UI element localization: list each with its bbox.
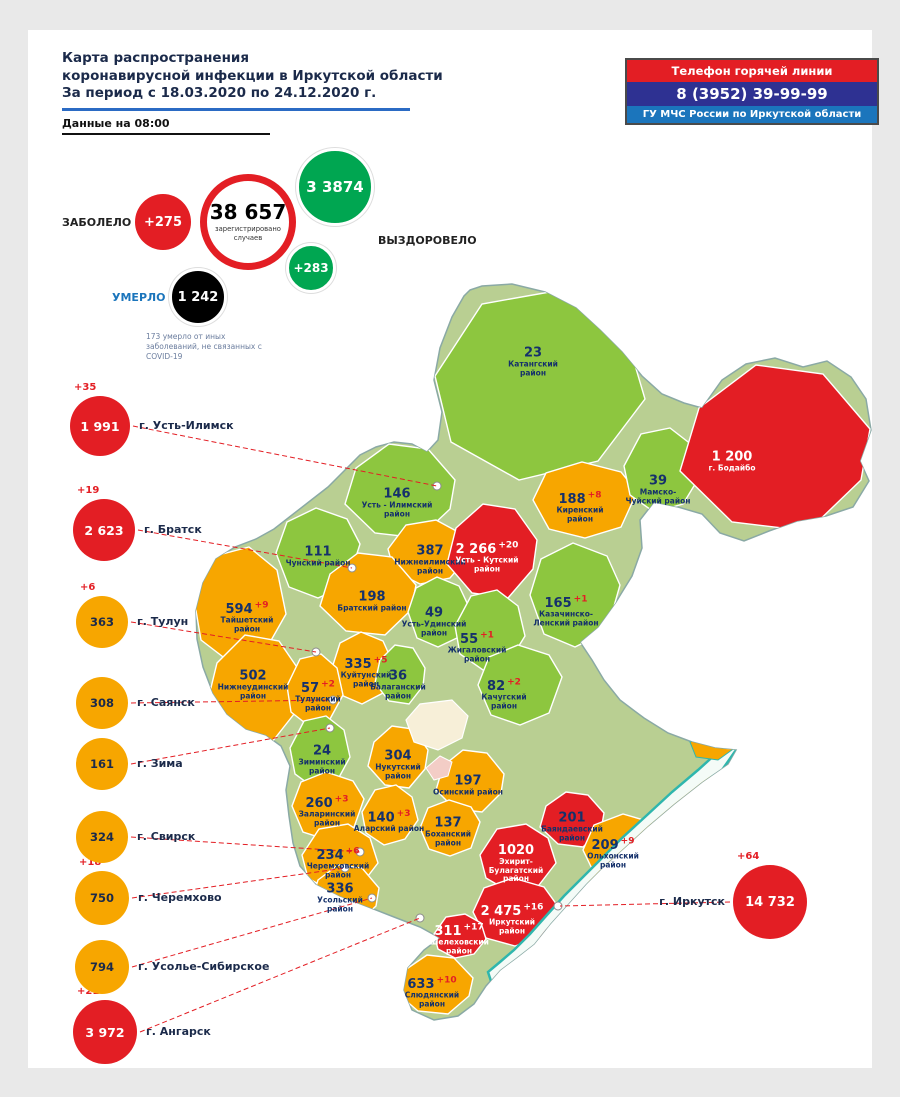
died-note: 173 умерло от иных заболеваний, не связа… xyxy=(146,332,262,361)
city-circle-6[interactable]: 324 xyxy=(76,811,128,863)
city-circle-7[interactable]: 750 xyxy=(75,871,129,925)
district-region-18[interactable] xyxy=(477,644,563,726)
city-circle-2[interactable]: 2 623 xyxy=(73,499,135,561)
recovered-label: ВЫЗДОРОВЕЛО xyxy=(378,234,477,247)
registered-label: зарегистрировано случаев xyxy=(215,225,281,242)
connector-line xyxy=(131,897,373,968)
district-region-24[interactable] xyxy=(419,799,481,857)
recovered-circle: 3 3874 xyxy=(296,148,374,226)
city-circle-10[interactable]: 14 732 xyxy=(733,865,807,939)
hotline-box: Телефон горячей линии 8 (3952) 39-99-99 … xyxy=(625,58,879,125)
died-circle: 1 242 xyxy=(169,268,227,326)
recovered-value: 3 3874 xyxy=(306,178,364,196)
page-title-line1: Карта распространения xyxy=(62,50,250,66)
city-circle-3[interactable]: 363 xyxy=(76,596,128,648)
recovered-delta-value: +283 xyxy=(293,261,329,275)
district-region-9[interactable] xyxy=(529,542,621,648)
as-of-underline xyxy=(62,132,270,135)
district-region-22[interactable] xyxy=(361,784,419,846)
connector-line xyxy=(139,917,421,1033)
connector-line xyxy=(559,901,731,907)
district-region-31[interactable] xyxy=(433,913,487,959)
header: Карта распространения коронавирусной инф… xyxy=(62,50,443,135)
city-circle-4[interactable]: 308 xyxy=(76,677,128,729)
city-circle-5[interactable]: 161 xyxy=(76,738,128,790)
title-underline xyxy=(62,107,410,111)
district-region-11[interactable] xyxy=(319,552,417,636)
connector-line xyxy=(131,867,346,899)
connector-line xyxy=(130,699,334,704)
registered-value: 38 657 xyxy=(209,200,287,225)
district-region-3[interactable] xyxy=(532,461,638,539)
page-title-line3: За период с 18.03.2020 по 24.12.2020 г. xyxy=(62,85,377,102)
city-marker-dot xyxy=(432,481,442,491)
city-circle-1[interactable]: 1 991 xyxy=(70,396,130,456)
sick-delta-value: +275 xyxy=(143,214,183,230)
no-data-area xyxy=(405,699,469,751)
connector-line xyxy=(130,836,361,853)
died-label: УМЕРЛО xyxy=(112,291,166,304)
sick-label: ЗАБОЛЕЛО xyxy=(62,216,132,229)
sick-delta-circle: +275 xyxy=(135,194,191,250)
city-marker-dot xyxy=(340,863,350,873)
connector-line xyxy=(132,425,438,487)
connector-line xyxy=(130,621,317,653)
connector-line xyxy=(130,727,331,765)
registered-circle: 38 657 зарегистрировано случаев xyxy=(200,174,296,270)
city-circle-9[interactable]: 3 972 xyxy=(73,1000,137,1064)
city-circle-8[interactable]: 794 xyxy=(75,940,129,994)
hotline-phone[interactable]: 8 (3952) 39-99-99 xyxy=(627,82,877,106)
district-region-26[interactable] xyxy=(539,791,605,848)
district-region-17[interactable] xyxy=(374,644,426,705)
connectors-layer xyxy=(130,425,731,1033)
page-title-line2: коронавирусной инфекции в Иркутской обла… xyxy=(62,67,443,84)
recovered-delta-circle: +283 xyxy=(286,243,336,293)
connector-line xyxy=(137,529,353,569)
died-value: 1 242 xyxy=(177,289,219,305)
hotline-label: Телефон горячей линии xyxy=(627,60,877,82)
no-data-area-small xyxy=(425,755,453,781)
data-as-of: Данные на 08:00 xyxy=(62,116,170,130)
hotline-org: ГУ МЧС России по Иркутской области xyxy=(627,106,877,123)
district-region-12[interactable] xyxy=(407,576,469,648)
city-marker-dot xyxy=(415,913,425,923)
